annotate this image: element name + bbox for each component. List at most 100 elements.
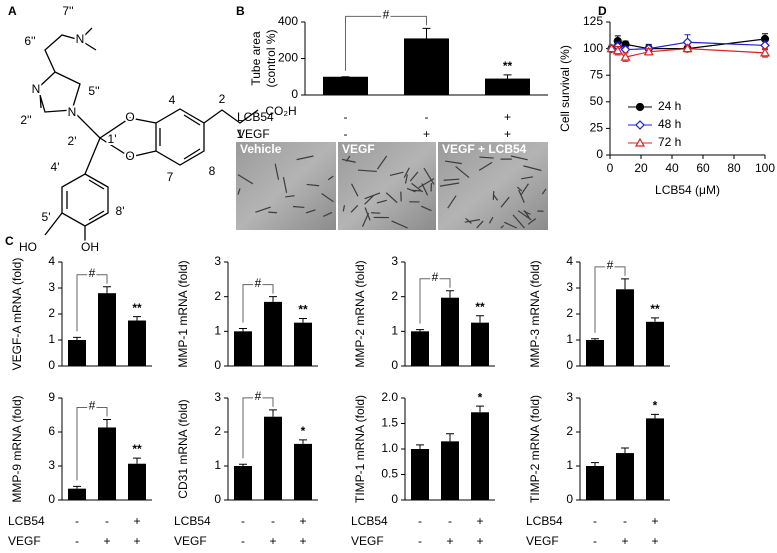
star-label: **: [475, 300, 485, 314]
condition-sign: -: [593, 514, 597, 528]
y-axis-label: Tube area: [249, 31, 263, 86]
atom-label: 2'': [20, 113, 31, 127]
tube: [285, 195, 295, 198]
star-label: *: [478, 390, 483, 404]
tube: [305, 209, 316, 214]
error-bar: [621, 278, 629, 290]
bar: [441, 297, 459, 366]
tube: [512, 214, 525, 229]
tube: [518, 189, 525, 203]
y-tick-label: 2: [391, 289, 398, 303]
atom-label: HO: [19, 240, 37, 254]
tube: [439, 182, 460, 187]
y-axis-label: MMP-2 mRNA (fold): [353, 260, 367, 367]
tube: [443, 178, 460, 181]
condition-sign: +: [133, 514, 140, 528]
bar: [471, 322, 489, 366]
y-tick-label: 9: [48, 390, 55, 404]
y-tick-label: 400: [278, 14, 298, 28]
x-tick-label: 100: [755, 161, 775, 175]
atom-label: 1: [237, 127, 244, 141]
y-tick-label: 1.5: [381, 416, 398, 430]
tube: [306, 183, 320, 187]
atom-label: 8': [116, 204, 125, 218]
y-tick-label: 1: [566, 332, 573, 346]
atom-label: 4: [169, 93, 176, 107]
bar: [294, 443, 312, 500]
error-bar: [591, 462, 599, 466]
error-bar: [239, 463, 247, 466]
error-bar: [446, 433, 454, 442]
condition-sign: -: [241, 514, 245, 528]
error-bar: [621, 447, 629, 454]
y-tick-label: 0: [391, 358, 398, 372]
y-tick-label: 0: [48, 492, 55, 506]
y-tick-label: 1: [214, 458, 221, 472]
y-tick-label: 1: [566, 458, 573, 472]
star-label: **: [503, 59, 513, 73]
condition-sign: -: [75, 534, 79, 548]
significance-bracket: [242, 284, 274, 323]
atom-label: O: [125, 149, 134, 163]
x-tick-label: 20: [634, 161, 648, 175]
panel-label: D: [598, 4, 607, 18]
tube: [523, 210, 531, 215]
tube: [364, 207, 371, 221]
tube: [323, 211, 333, 217]
bracket-label: #: [432, 270, 439, 284]
condition-sign: -: [448, 514, 452, 528]
error-bar: [299, 318, 307, 323]
atom-label: N: [76, 32, 85, 46]
tube: [411, 182, 424, 193]
y-tick-label: 3: [566, 390, 573, 404]
condition-sign: +: [504, 110, 511, 124]
significance-bracket: [76, 274, 108, 332]
micrograph-label: VEGF: [342, 142, 375, 156]
bracket-label: #: [383, 8, 390, 22]
y-tick-label: 2: [566, 424, 573, 438]
y-tick-label: 25: [590, 121, 604, 135]
tube: [504, 221, 518, 229]
error-bar: [416, 329, 424, 332]
tube: [465, 217, 472, 224]
condition-name: LCB54: [174, 514, 211, 528]
condition-sign: +: [476, 534, 483, 548]
y-tick-label: 0: [391, 492, 398, 506]
tube: [255, 206, 271, 213]
legend-label: 24 h: [658, 99, 681, 113]
y-tick-label: 0: [214, 358, 221, 372]
tube: [516, 186, 523, 192]
error-bar: [476, 315, 484, 323]
tube: [385, 192, 398, 204]
error-bar: [269, 409, 277, 417]
y-tick-label: 125: [583, 14, 603, 28]
tube: [404, 174, 408, 184]
tube: [444, 160, 462, 165]
error-bar: [416, 444, 424, 449]
y-tick-label: 3: [214, 254, 221, 268]
condition-sign: -: [418, 534, 422, 548]
condition-name: VEGF: [174, 534, 207, 548]
y-tick-label: 6: [48, 424, 55, 438]
star-label: **: [132, 301, 142, 315]
bracket-label: #: [607, 258, 614, 272]
bar: [294, 322, 312, 366]
y-axis-label: VEGF-A mRNA (fold): [10, 258, 24, 371]
error-bar: [73, 485, 81, 489]
tube: [520, 183, 529, 195]
tube: [517, 210, 532, 221]
tube: [403, 167, 410, 178]
y-axis-label: (control %): [264, 29, 278, 87]
bar: [404, 38, 449, 95]
bar: [485, 78, 530, 95]
tube: [292, 205, 305, 209]
tube: [455, 166, 470, 179]
tube: [376, 155, 388, 170]
condition-sign: -: [75, 514, 79, 528]
condition-sign: +: [476, 514, 483, 528]
marker: [635, 102, 645, 112]
tube: [521, 176, 534, 180]
y-tick-label: 2.0: [381, 390, 398, 404]
tube: [492, 194, 499, 201]
y-tick-label: 1: [214, 324, 221, 338]
